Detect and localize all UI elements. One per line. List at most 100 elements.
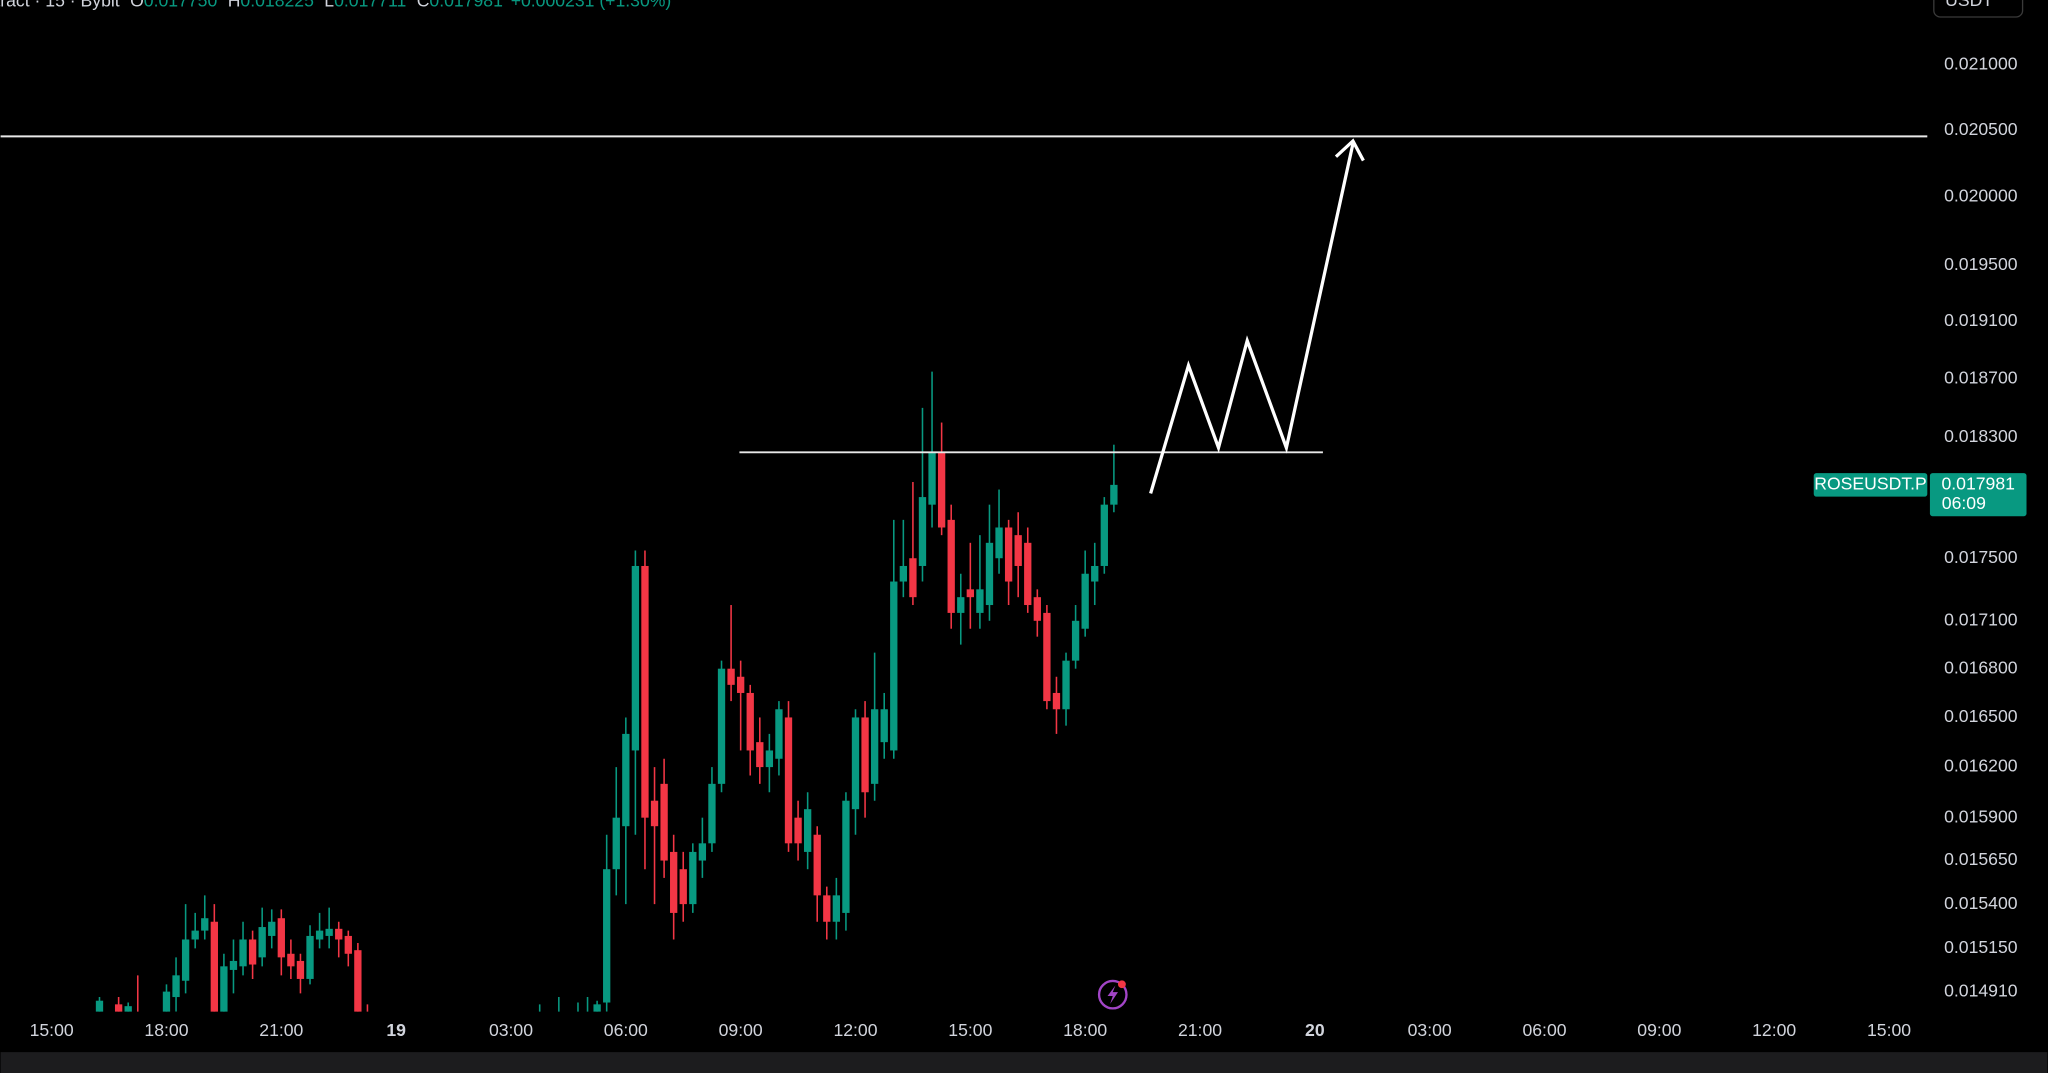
candle-body bbox=[775, 709, 783, 759]
x-tick-label: 09:00 bbox=[1637, 1020, 1681, 1040]
currency-button[interactable]: USDT bbox=[1933, 0, 2024, 18]
x-tick-label: 12:00 bbox=[1752, 1020, 1796, 1040]
candle-body bbox=[287, 953, 295, 967]
symbol-tag-label: ROSEUSDT.P bbox=[1814, 474, 1927, 494]
header-field-value: 0.017711 bbox=[334, 0, 406, 10]
candle-body bbox=[670, 851, 678, 913]
candle-body bbox=[832, 895, 841, 922]
candle-body bbox=[746, 692, 754, 751]
y-tick-label: 0.017100 bbox=[1944, 609, 2018, 629]
projection-arrowhead bbox=[1334, 138, 1365, 162]
x-tick-label: 21:00 bbox=[259, 1020, 303, 1040]
candle-body bbox=[1091, 565, 1099, 582]
header-field-key: H bbox=[228, 0, 241, 10]
header-field-key: O bbox=[130, 0, 144, 10]
y-tick-label: 0.020000 bbox=[1944, 186, 2018, 206]
candle-body bbox=[124, 1006, 132, 1012]
candle-body bbox=[698, 843, 707, 861]
candle-body bbox=[985, 542, 994, 606]
candle-body bbox=[277, 918, 285, 958]
candle-body bbox=[1100, 504, 1108, 566]
candle-body bbox=[181, 939, 190, 981]
x-tick-label: 03:00 bbox=[1408, 1020, 1452, 1040]
candle-body bbox=[1024, 542, 1032, 606]
candle-body bbox=[756, 742, 764, 768]
candle-body bbox=[1004, 527, 1013, 582]
candle-body bbox=[1043, 612, 1051, 702]
y-tick-label: 0.015400 bbox=[1944, 893, 2018, 913]
candle-body bbox=[966, 589, 974, 598]
candle-body bbox=[765, 750, 774, 768]
x-tick-label: 15:00 bbox=[30, 1020, 74, 1040]
last-price-label: 0.017981 bbox=[1941, 474, 2014, 494]
candle-body bbox=[593, 1004, 601, 1012]
candle-body bbox=[201, 918, 209, 931]
candle-body bbox=[325, 928, 333, 936]
candle-body bbox=[947, 519, 955, 613]
candle-body bbox=[851, 717, 860, 810]
candle-body bbox=[995, 527, 1003, 559]
candle-body bbox=[708, 783, 716, 844]
candle-body bbox=[1110, 484, 1118, 505]
projection-path bbox=[1149, 143, 1355, 494]
candle-body bbox=[813, 834, 821, 896]
candle-body bbox=[890, 581, 898, 751]
header-field-value: 0.017750 bbox=[144, 0, 218, 10]
y-tick-label: 0.015150 bbox=[1944, 937, 2018, 957]
candle-body bbox=[737, 676, 745, 693]
candle-body bbox=[918, 497, 927, 566]
x-tick-label: 18:00 bbox=[144, 1020, 188, 1040]
candle-body bbox=[306, 935, 314, 979]
y-tick-label: 0.016800 bbox=[1944, 657, 2018, 677]
countdown-label: 06:09 bbox=[1942, 493, 1986, 513]
candle-body bbox=[861, 717, 869, 793]
candle-body bbox=[870, 709, 879, 784]
x-tick-label: 18:00 bbox=[1063, 1020, 1107, 1040]
candle-body bbox=[344, 935, 352, 954]
candle-body bbox=[258, 927, 266, 958]
candle-body bbox=[229, 960, 238, 970]
candle-body bbox=[976, 589, 984, 613]
candle-body bbox=[95, 1000, 104, 1012]
candle-body bbox=[612, 817, 620, 870]
symbol-tag bbox=[1813, 473, 1928, 497]
candle-body bbox=[1071, 620, 1080, 661]
candle-body bbox=[689, 851, 697, 905]
event-icon[interactable] bbox=[1097, 979, 1128, 1010]
y-tick-label: 0.018300 bbox=[1944, 426, 2018, 446]
candle-body bbox=[717, 668, 726, 784]
candle-body bbox=[784, 717, 793, 844]
candle-body bbox=[172, 975, 180, 998]
x-tick-label: 06:00 bbox=[604, 1020, 648, 1040]
y-tick-label: 0.016500 bbox=[1944, 706, 2018, 726]
candle-body bbox=[842, 800, 850, 913]
header-field-key: L bbox=[324, 0, 334, 10]
candle-body bbox=[650, 800, 659, 827]
candle-body bbox=[928, 452, 936, 505]
bottom-bar bbox=[0, 1052, 2048, 1073]
header-change: +0.000231 (+1.30%) bbox=[511, 0, 672, 10]
candle-body bbox=[1052, 692, 1061, 710]
y-tick-label: 0.021000 bbox=[1944, 54, 2018, 74]
currency-button-frame bbox=[1933, 0, 2024, 18]
y-tick-label: 0.017500 bbox=[1944, 547, 2018, 567]
candle-body bbox=[631, 565, 640, 751]
candle-body bbox=[315, 930, 324, 940]
y-tick-label: 0.015900 bbox=[1944, 806, 2018, 826]
candle-body bbox=[162, 991, 171, 1012]
header-field-value: 0.017981 bbox=[429, 0, 502, 10]
candle-body bbox=[794, 817, 802, 844]
x-tick-label: 06:00 bbox=[1522, 1020, 1566, 1040]
candle-body bbox=[191, 930, 199, 940]
y-tick-label: 0.018700 bbox=[1944, 367, 2018, 387]
candle-body bbox=[803, 809, 812, 852]
candle-body bbox=[727, 668, 735, 685]
candle-body bbox=[296, 960, 305, 979]
x-tick-label: 09:00 bbox=[719, 1020, 763, 1040]
candle-body bbox=[220, 966, 228, 1012]
x-tick-label: 12:00 bbox=[833, 1020, 877, 1040]
candle-body bbox=[210, 921, 218, 1012]
candle-body bbox=[957, 597, 965, 613]
y-tick-label: 0.019100 bbox=[1944, 310, 2018, 330]
